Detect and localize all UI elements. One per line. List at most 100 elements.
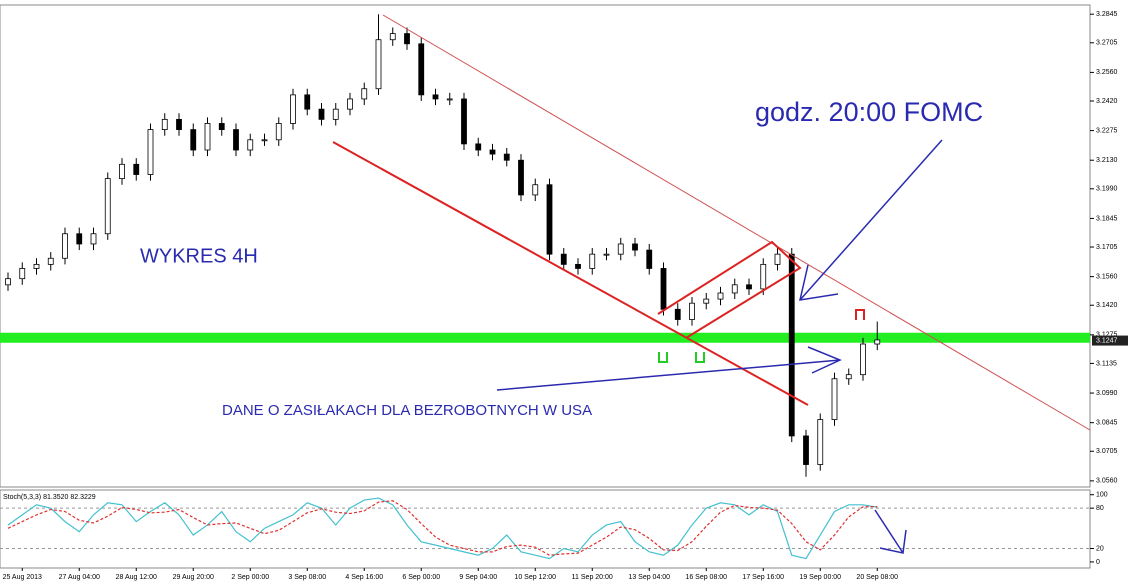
x-tick-label: 10 Sep 12:00 xyxy=(514,574,556,581)
y-tick-label: 3.2705 xyxy=(1096,40,1118,47)
candle-body xyxy=(760,263,767,290)
x-tick-label: 6 Sep 00:00 xyxy=(402,574,440,581)
arrow-head xyxy=(879,529,907,554)
x-tick-label: 20 Sep 08:00 xyxy=(856,574,898,581)
y-tick-label: 3.0990 xyxy=(1096,390,1118,397)
stoch-panel xyxy=(0,489,1091,569)
stoch-line xyxy=(7,500,878,556)
y-tick-label: 20 xyxy=(1096,545,1104,552)
candle-body xyxy=(575,263,581,269)
candle-body xyxy=(703,298,710,304)
candle-body xyxy=(290,94,296,124)
x-tick-label: 19 Sep 00:00 xyxy=(799,574,841,581)
candle-body xyxy=(332,108,339,120)
arrow-head xyxy=(799,264,839,301)
x-tick-label: 4 Sep 16:00 xyxy=(345,574,383,581)
y-tick-label: 3.0705 xyxy=(1096,448,1118,455)
y-tick-label: 3.2130 xyxy=(1096,157,1118,164)
candle-body xyxy=(233,129,239,151)
candle-body xyxy=(418,43,425,96)
x-tick-label: 17 Sep 16:00 xyxy=(742,574,784,581)
arrow-head xyxy=(807,346,842,374)
candle-body xyxy=(275,123,282,141)
y-tick-label: 3.1705 xyxy=(1096,244,1118,251)
candle-body xyxy=(133,163,140,175)
arrow xyxy=(799,139,943,301)
fractal-icon xyxy=(695,352,705,363)
candle-body xyxy=(546,184,553,255)
candle-body xyxy=(560,253,567,265)
candle-body xyxy=(746,284,752,290)
candle-body xyxy=(247,139,254,151)
x-tick-label: 9 Sep 04:00 xyxy=(459,574,497,581)
candle-body xyxy=(90,233,97,245)
candle-body xyxy=(860,343,866,376)
candle-body xyxy=(617,243,624,255)
candle-body xyxy=(603,253,610,256)
annotation: WYKRES 4H xyxy=(140,245,258,267)
candle-body xyxy=(261,139,268,142)
candle-body xyxy=(176,118,182,130)
candle-body xyxy=(47,257,54,265)
main-panel xyxy=(0,4,1091,488)
x-tick-label: 28 Aug 12:00 xyxy=(116,574,157,581)
channel xyxy=(657,240,802,339)
indicator-value: 81.3520 xyxy=(43,494,68,501)
fractal-icon xyxy=(855,309,865,320)
candle-body xyxy=(147,129,154,175)
candle-body xyxy=(204,123,211,151)
candle-body xyxy=(375,39,382,90)
candle-body xyxy=(389,33,396,41)
candle-body xyxy=(803,435,809,465)
fractal-icon xyxy=(658,352,668,363)
candle-body xyxy=(347,98,353,110)
x-tick-label: 27 Aug 04:00 xyxy=(59,574,100,581)
candle-body xyxy=(461,98,467,145)
indicator-name: Stoch(5,3,3) xyxy=(3,494,41,501)
marks: 3.2845 3.2705 3.2560 3.2420 3.2275 3.2130 3.19… xyxy=(0,11,1128,581)
candle-body xyxy=(119,163,125,180)
candle-body xyxy=(161,118,168,130)
trend-line xyxy=(332,141,809,406)
y-tick-label: 3.2560 xyxy=(1096,69,1118,76)
y-tick-label: 3.2275 xyxy=(1096,127,1118,134)
candle-body xyxy=(104,178,111,235)
annotation: godz. 20:00 FOMC xyxy=(755,97,983,127)
candle-body xyxy=(788,253,795,437)
candle-body xyxy=(62,233,68,259)
candle-body xyxy=(446,98,453,101)
y-tick-label: 3.2845 xyxy=(1096,11,1118,18)
candle-body xyxy=(33,263,40,269)
last-price-box xyxy=(1092,335,1128,346)
candle-body xyxy=(632,243,638,251)
candle-body xyxy=(660,268,667,310)
x-tick-label: 16 Sep 08:00 xyxy=(685,574,727,581)
x-tick-label: 11 Sep 20:00 xyxy=(572,574,613,581)
candle-body xyxy=(817,419,824,465)
candle-body xyxy=(518,159,524,196)
candle-body xyxy=(774,253,781,265)
x-tick-label: 2 Sep 00:00 xyxy=(231,574,269,581)
candle-body xyxy=(475,143,482,151)
candle-body xyxy=(489,149,496,155)
y-tick-label: 3.1420 xyxy=(1096,302,1118,309)
annotation: DANE O ZASIŁAKACH DLA BEZROBOTNYCH W USA xyxy=(222,402,592,419)
candle-body xyxy=(432,94,439,100)
candle-body xyxy=(717,292,724,300)
y-tick-label: 3.0560 xyxy=(1096,478,1118,485)
y-tick-label: 3.2420 xyxy=(1096,98,1118,105)
y-tick-label: 3.1275 xyxy=(1096,332,1118,339)
trend-line xyxy=(382,14,1091,431)
x-tick-label: 13 Sep 04:00 xyxy=(628,574,670,581)
arrow xyxy=(874,509,904,554)
y-tick-label: 100 xyxy=(1096,492,1108,499)
x-tick-label: 3 Sep 08:00 xyxy=(288,574,326,581)
candle-body xyxy=(831,378,838,421)
candle-body xyxy=(589,253,596,269)
candle-body xyxy=(874,339,881,345)
candle-body xyxy=(304,94,311,110)
candle-body xyxy=(76,233,83,245)
candle-body xyxy=(674,308,681,320)
candle-body xyxy=(5,278,11,286)
